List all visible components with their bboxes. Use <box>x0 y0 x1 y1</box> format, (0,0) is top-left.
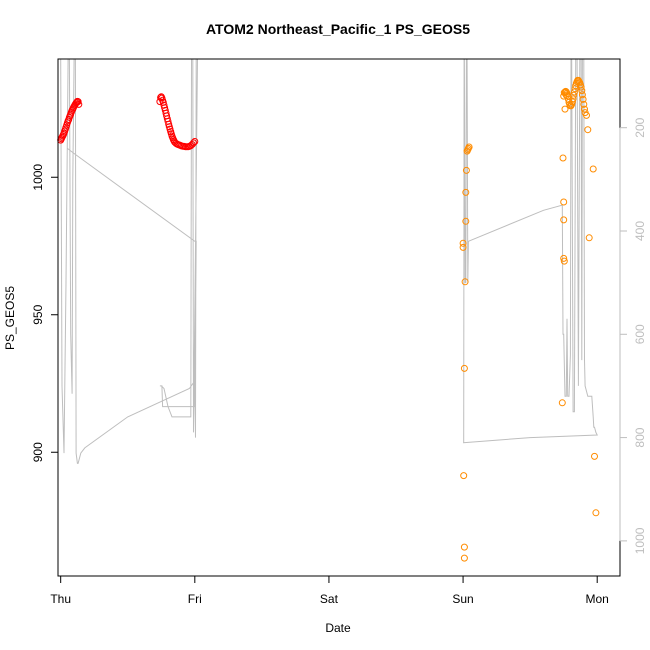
data-point <box>559 154 567 162</box>
right-tick-label: 600 <box>633 324 647 344</box>
right-tick-label: 200 <box>633 117 647 137</box>
data-point <box>459 243 467 251</box>
x-axis-label: Date <box>325 621 351 635</box>
right-tick-label: 800 <box>633 427 647 447</box>
data-point <box>560 257 568 265</box>
altitude-line-2 <box>463 59 598 444</box>
data-point <box>584 126 592 134</box>
data-point <box>570 88 578 96</box>
data-point <box>561 105 569 113</box>
data-point <box>578 91 586 99</box>
y-axis: 900 950 1000 <box>31 164 59 462</box>
data-point <box>581 105 588 113</box>
data-point <box>460 543 468 551</box>
data-point <box>585 234 593 242</box>
data-point <box>568 98 576 106</box>
data-point <box>578 87 586 95</box>
data-point <box>569 95 577 103</box>
plot-frame <box>57 58 621 577</box>
data-points <box>57 76 600 562</box>
data-point <box>459 239 467 247</box>
right-tick-label: 400 <box>633 221 647 241</box>
data-point <box>570 91 578 99</box>
chart-title: ATOM2 Northeast_Pacific_1 PS_GEOS5 <box>206 21 470 37</box>
x-axis: Thu Fri Sat Sun Mon <box>50 575 609 606</box>
data-point <box>560 254 568 262</box>
data-point <box>591 452 598 460</box>
data-point <box>191 138 199 145</box>
y-tick-label: 950 <box>31 304 45 324</box>
y-tick-label: 1000 <box>31 164 45 191</box>
data-point <box>580 100 588 108</box>
x-tick-label: Sun <box>452 592 473 606</box>
data-point <box>562 91 570 99</box>
data-point <box>190 139 197 147</box>
data-point <box>560 198 568 206</box>
data-point <box>460 472 468 480</box>
data-point <box>465 143 473 151</box>
data-point <box>462 166 470 174</box>
data-point <box>462 188 470 196</box>
data-point <box>462 217 470 225</box>
x-tick-label: Thu <box>50 592 71 606</box>
data-point <box>579 95 587 103</box>
data-point <box>558 399 566 407</box>
x-tick-label: Mon <box>586 592 609 606</box>
data-point <box>460 554 468 562</box>
data-point <box>589 165 597 173</box>
data-point <box>577 83 585 91</box>
x-tick-label: Sat <box>320 592 339 606</box>
altitude-line-1 <box>60 59 199 464</box>
right-axis: 200 400 600 800 1000 <box>619 117 647 554</box>
x-tick-label: Fri <box>188 592 202 606</box>
y-axis-label: PS_GEOS5 <box>3 286 17 350</box>
data-point <box>461 278 469 286</box>
data-point <box>562 87 570 95</box>
data-point <box>592 509 600 517</box>
data-point <box>74 98 82 106</box>
data-point <box>560 216 568 224</box>
y-tick-label: 900 <box>31 442 45 462</box>
altitude-trace <box>60 59 598 464</box>
data-point <box>583 111 590 119</box>
data-point <box>460 364 468 372</box>
data-point <box>75 100 83 108</box>
right-tick-label: 1000 <box>633 527 647 554</box>
